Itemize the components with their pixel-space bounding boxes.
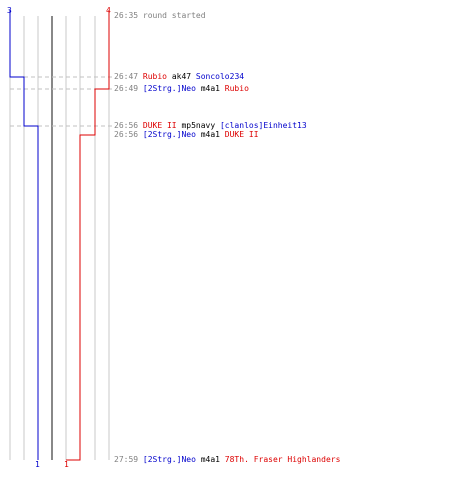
event-guides xyxy=(10,76,112,127)
log-text: Soncolo234 xyxy=(195,72,245,81)
log-entry: 26:47 Rubio ak47 Soncolo234 xyxy=(114,72,244,81)
log-text: DUKE II xyxy=(224,130,259,139)
log-time: 27:59 xyxy=(114,455,143,464)
log-time: 26:35 xyxy=(114,11,143,20)
log-text: DUKE II xyxy=(142,121,177,130)
log-text: [2Strg.]Neo xyxy=(142,84,196,93)
log-text: 78Th. Fraser Highlanders xyxy=(224,455,341,464)
log-entry: 26:35 round started xyxy=(114,11,206,20)
log-time: 26:56 xyxy=(114,130,143,139)
log-text: m4a1 xyxy=(195,455,225,464)
log-text: m4a1 xyxy=(195,130,225,139)
log-time: 26:49 xyxy=(114,84,143,93)
log-text: round started xyxy=(142,11,206,20)
log-text: Rubio xyxy=(224,84,249,93)
log-text: mp5navy xyxy=(176,121,220,130)
log-text: [clanlos]Einheit13 xyxy=(219,121,307,130)
log-text: [2Strg.]Neo xyxy=(142,455,196,464)
red-end-count: 1 xyxy=(64,460,69,469)
log-time: 26:56 xyxy=(114,121,143,130)
log-time: 26:47 xyxy=(114,72,143,81)
log-entry: 26:56 [2Strg.]Neo m4a1 DUKE II xyxy=(114,130,259,139)
log-entry: 26:49 [2Strg.]Neo m4a1 Rubio xyxy=(114,84,249,93)
log-entry: 27:59 [2Strg.]Neo m4a1 78Th. Fraser High… xyxy=(114,455,340,464)
blue-team-alive-line xyxy=(9,10,39,460)
log-text: ak47 xyxy=(167,72,196,81)
log-text: m4a1 xyxy=(195,84,225,93)
red-team-alive-line xyxy=(66,10,110,461)
blue-end-count: 1 xyxy=(35,460,40,469)
blue-start-count: 3 xyxy=(7,6,12,15)
player-grid xyxy=(9,16,110,460)
log-text: Rubio xyxy=(142,72,167,81)
red-start-count: 4 xyxy=(106,6,111,15)
log-entry: 26:56 DUKE II mp5navy [clanlos]Einheit13 xyxy=(114,121,307,130)
log-text: [2Strg.]Neo xyxy=(142,130,196,139)
